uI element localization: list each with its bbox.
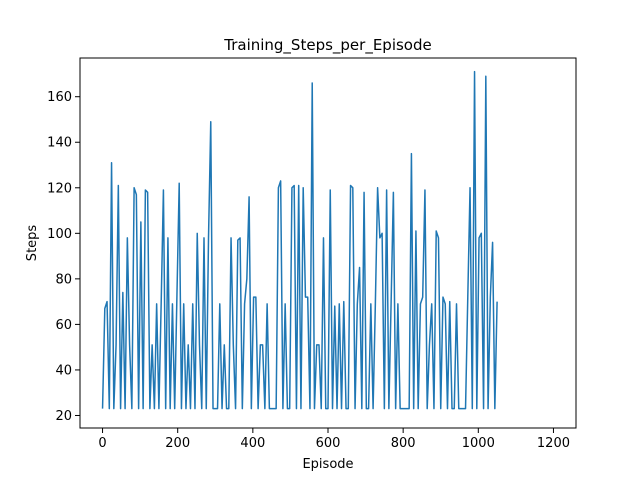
y-tick-label: 120 xyxy=(47,181,72,196)
y-axis-label: Steps xyxy=(25,225,40,262)
y-tick-label: 80 xyxy=(55,272,72,287)
chart-title: Training_Steps_per_Episode xyxy=(223,36,431,55)
y-tick-label: 40 xyxy=(55,363,72,378)
y-tick-label: 60 xyxy=(55,318,72,333)
axes-frame xyxy=(79,57,577,429)
x-axis: 0 200 400 600 800 1000 1200 xyxy=(98,428,570,451)
x-tick-label: 400 xyxy=(240,436,265,451)
x-tick-label: 800 xyxy=(391,436,416,451)
x-tick-label: 600 xyxy=(316,436,341,451)
x-tick-label: 1200 xyxy=(537,436,570,451)
x-tick-label: 0 xyxy=(98,436,106,451)
x-axis-label: Episode xyxy=(302,457,353,472)
y-tick-label: 160 xyxy=(47,90,72,105)
y-tick-label: 20 xyxy=(55,409,72,424)
plot-area xyxy=(101,70,498,410)
x-tick-label: 1000 xyxy=(462,436,495,451)
series-line-0 xyxy=(101,70,498,410)
y-tick-label: 140 xyxy=(47,136,72,151)
y-axis: 20 40 60 80 100 120 140 160 xyxy=(47,90,80,424)
x-tick-label: 200 xyxy=(165,436,190,451)
y-tick-label: 100 xyxy=(47,227,72,242)
